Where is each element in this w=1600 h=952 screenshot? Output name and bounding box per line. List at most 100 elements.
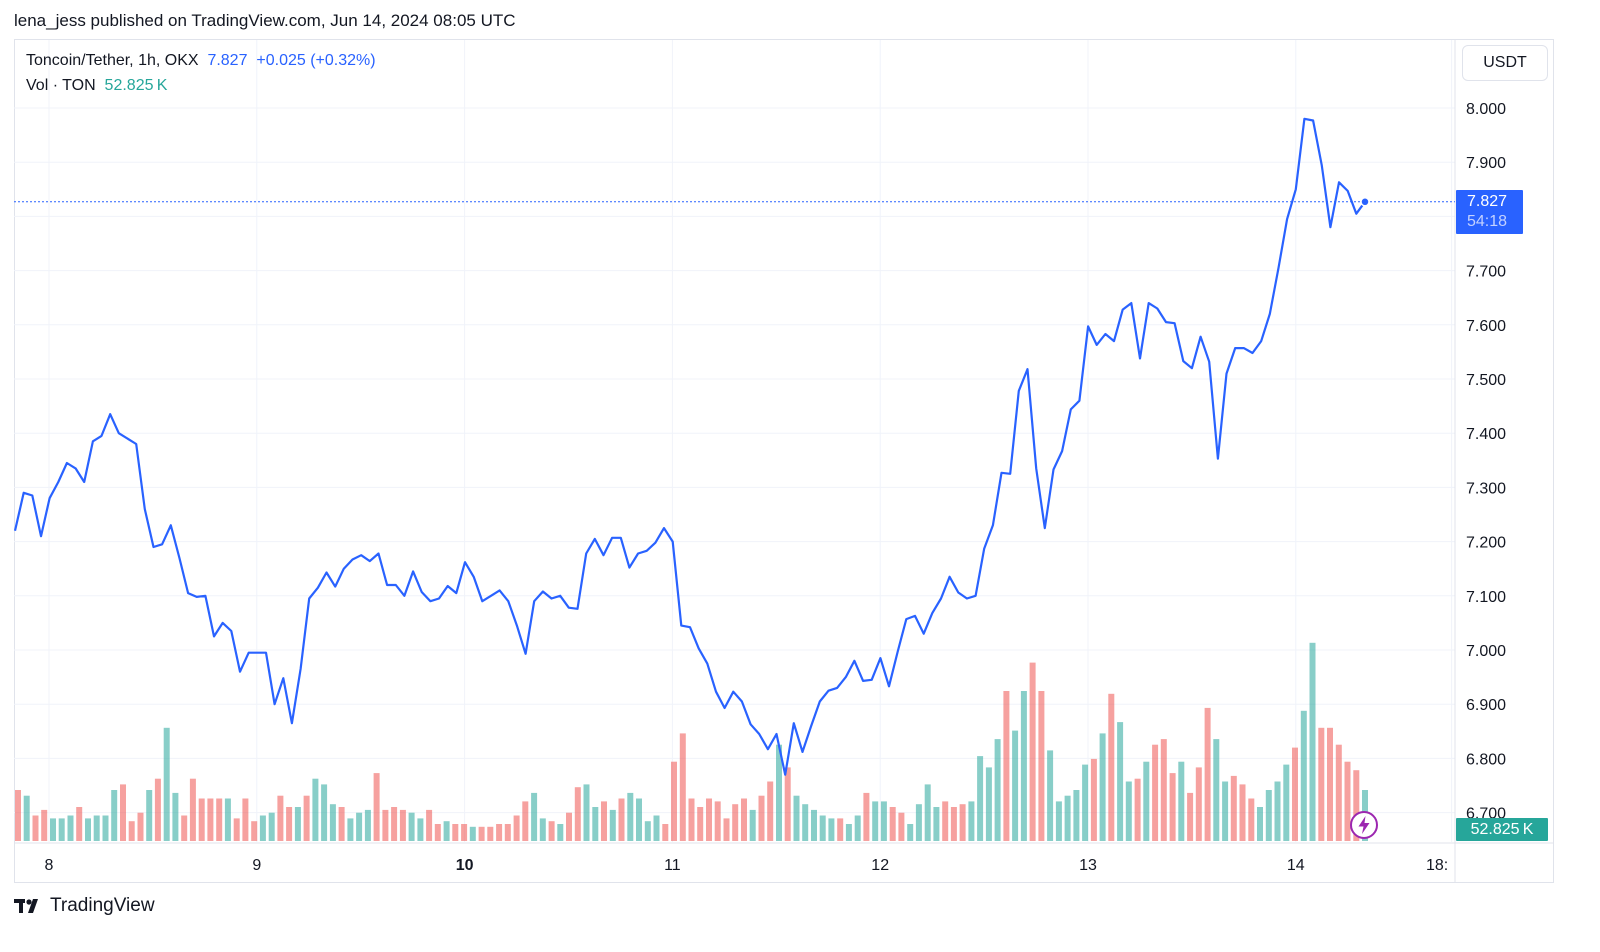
x-tick-label: 9: [252, 857, 261, 874]
volume-bar: [286, 807, 293, 841]
volume-bar: [181, 815, 188, 841]
volume-bar: [697, 807, 704, 841]
volume-bar: [1012, 730, 1019, 841]
volume-bar: [15, 790, 21, 841]
volume-bar: [50, 818, 56, 841]
volume-bar: [163, 727, 170, 841]
volume-bar: [294, 807, 301, 841]
volume-bar: [102, 815, 109, 841]
volume-bar: [845, 824, 852, 841]
volume-bar: [58, 818, 65, 841]
volume-bar: [749, 809, 756, 841]
volume-bar: [627, 792, 634, 841]
volume-bar: [1020, 691, 1027, 841]
volume-bar: [1265, 790, 1272, 841]
volume-bar: [662, 824, 669, 841]
y-tick-label: 7.500: [1466, 372, 1506, 389]
symbol-title[interactable]: Toncoin/Tether, 1h, OKX: [26, 52, 199, 69]
volume-label[interactable]: Vol · TON: [26, 77, 96, 94]
volume-bar: [566, 812, 572, 841]
x-tick-label: 18:: [1426, 857, 1448, 874]
volume-bar: [1125, 781, 1132, 841]
volume-bar: [189, 778, 196, 841]
volume-bar: [233, 818, 240, 841]
price-tag-value: 7.827: [1467, 193, 1508, 210]
volume-bar: [1327, 727, 1333, 841]
volume-bar: [207, 798, 214, 841]
currency-selector[interactable]: USDT: [1462, 45, 1548, 81]
y-tick-label: 7.400: [1466, 426, 1506, 443]
volume-bar: [417, 818, 424, 841]
volume-bar: [863, 792, 870, 841]
y-tick-label: 8.000: [1466, 101, 1506, 118]
volume-bar: [1029, 662, 1036, 841]
volume-bar: [356, 812, 363, 841]
volume-bar: [76, 807, 83, 841]
y-tick-label: 6.800: [1466, 751, 1506, 768]
volume-bar: [321, 784, 328, 841]
symbol-legend: Toncoin/Tether, 1h, OKX 7.827 +0.025 (+0…: [26, 52, 376, 70]
volume-bar: [907, 824, 914, 841]
volume-bar: [819, 815, 826, 841]
volume-bar: [531, 792, 538, 841]
volume-bar: [548, 821, 555, 841]
x-tick-label: 10: [456, 857, 474, 874]
y-tick-label: 7.700: [1466, 264, 1506, 281]
volume-bar: [23, 795, 30, 841]
footer-brand[interactable]: TradingView: [14, 895, 155, 917]
volume-bar: [811, 809, 817, 841]
volume-bar: [303, 795, 310, 841]
volume-bar: [373, 773, 380, 841]
volume-bar: [985, 767, 992, 841]
volume-value: 52.825 K: [104, 77, 168, 94]
volume-bar: [251, 821, 258, 841]
volume-bar: [259, 815, 266, 841]
x-tick-label: 12: [871, 857, 889, 874]
volume-bar: [1169, 773, 1176, 841]
volume-bar: [478, 826, 485, 841]
volume-bar: [85, 818, 91, 841]
lightning-bolt-icon[interactable]: [1349, 810, 1379, 840]
volume-bar: [154, 778, 161, 841]
volume-bar: [583, 784, 590, 841]
footer-brand-name: TradingView: [50, 895, 155, 916]
volume-bar: [338, 807, 345, 841]
volume-bar: [461, 824, 468, 841]
volume-bar: [688, 798, 695, 841]
volume-bar: [898, 812, 905, 841]
y-tick-label: 7.200: [1466, 535, 1506, 552]
volume-bar: [968, 801, 975, 841]
volume-bar: [1195, 767, 1202, 841]
volume-bar: [1230, 775, 1237, 841]
volume-bar: [1090, 758, 1097, 841]
volume-bar: [854, 815, 861, 841]
volume-bar: [1300, 710, 1307, 841]
volume-bar: [1318, 727, 1325, 841]
volume-bar: [67, 815, 74, 841]
volume-bar: [513, 815, 520, 841]
volume-bar: [399, 809, 406, 841]
volume-bar: [1335, 744, 1342, 841]
volume-bar: [1099, 733, 1106, 841]
last-price-tag: 7.827 54:18: [1456, 190, 1523, 234]
volume-bar: [434, 824, 441, 841]
volume-bar: [1082, 764, 1089, 841]
volume-bar: [172, 792, 179, 841]
currency-label: USDT: [1483, 54, 1527, 71]
volume-bar: [1143, 761, 1150, 841]
volume-bar: [784, 767, 791, 841]
volume-bar: [767, 781, 774, 841]
volume-bar: [128, 821, 135, 841]
volume-bar: [364, 809, 371, 841]
volume-bar: [959, 804, 966, 841]
volume-bar: [1353, 770, 1360, 841]
volume-bar: [224, 798, 231, 841]
y-tick-label: 7.900: [1466, 155, 1506, 172]
price-line-series[interactable]: [13, 117, 1366, 776]
volume-bar: [1047, 750, 1054, 841]
last-price: 7.827: [207, 52, 248, 69]
volume-bar: [592, 807, 599, 841]
volume-bar: [1003, 691, 1010, 841]
volume-bar: [347, 818, 354, 841]
